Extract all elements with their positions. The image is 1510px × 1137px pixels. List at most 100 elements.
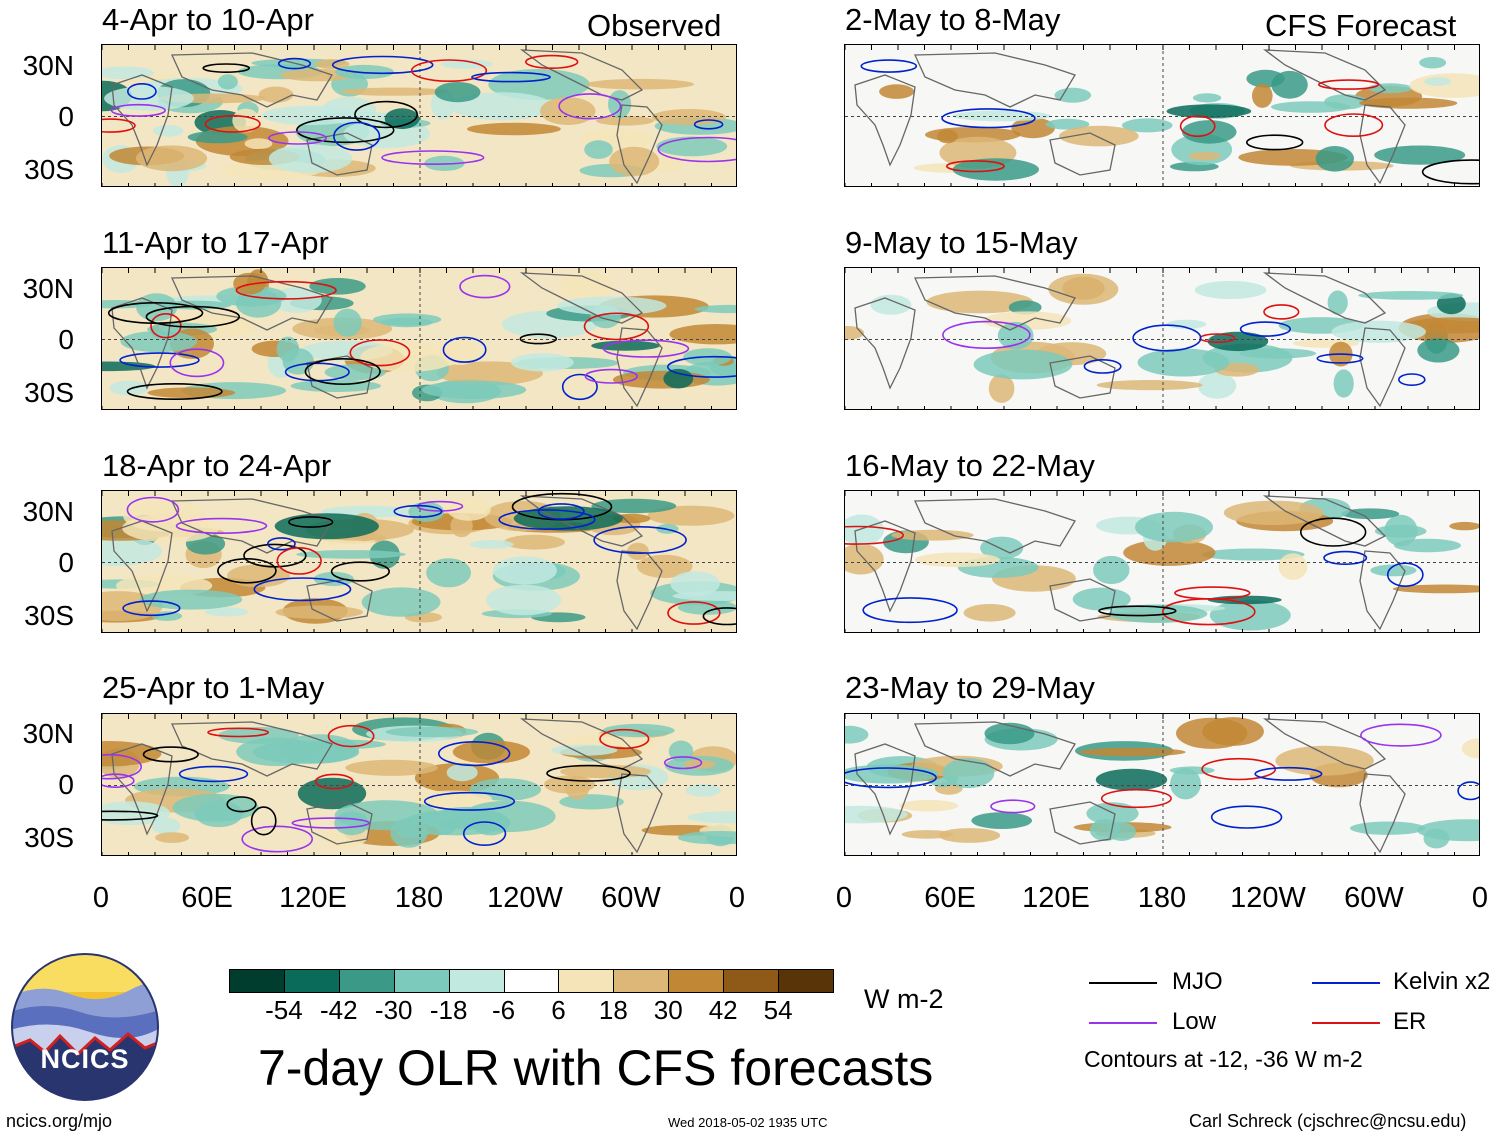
olr-map [844,267,1480,410]
olr-map [844,713,1480,856]
lat-label: 0 [4,326,74,354]
contour-note: Contours at -12, -36 W m-2 [1084,1048,1363,1071]
olr-anomaly-patch [1275,746,1373,776]
olr-anomaly-patch [123,500,206,531]
lon-label: 0 [677,884,797,913]
olr-anomaly-patch [1189,152,1221,161]
olr-anomaly-patch [195,801,243,828]
colorbar-box [504,969,560,993]
olr-anomaly-patch [1210,600,1291,630]
olr-anomaly-patch [1193,93,1221,102]
olr-map [101,713,737,856]
legend-swatch-er [1312,1022,1380,1024]
olr-anomaly-patch [408,502,444,522]
olr-anomaly-patch [1195,281,1267,299]
map-canvas [845,491,1480,633]
olr-anomaly-patch [1419,57,1446,68]
olr-anomaly-patch [656,137,727,157]
olr-anomaly-patch [136,145,207,171]
olr-anomaly-patch [937,129,958,143]
olr-anomaly-patch [155,832,189,843]
lon-label: 120E [253,884,373,913]
olr-anomaly-patch [386,727,479,737]
olr-anomaly-patch [1350,822,1425,835]
olr-anomaly-patch [584,140,613,159]
lon-label: 0 [784,884,904,913]
olr-anomaly-patch [1135,512,1213,543]
lat-label: 30N [4,720,74,748]
olr-anomaly-patch [1424,77,1451,86]
lon-label: 60E [147,884,267,913]
olr-anomaly-patch [236,738,317,767]
olr-anomaly-patch [1368,83,1412,93]
colorbar-box [339,969,395,993]
colorbar-box [449,969,505,993]
map-canvas [102,45,737,187]
olr-anomaly-patch [559,794,624,809]
olr-anomaly-patch [245,138,273,149]
olr-anomaly-patch [652,109,726,125]
map-canvas [845,714,1480,856]
legend-label-kelvin: Kelvin x2 [1393,970,1490,994]
olr-anomaly-patch [1167,104,1252,118]
olr-anomaly-patch [613,371,710,389]
panel-title: 16-May to 22-May [845,450,1095,481]
lat-label: 0 [4,103,74,131]
olr-anomaly-patch [971,812,1032,829]
olr-anomaly-patch [467,123,561,135]
panel-title: 11-Apr to 17-Apr [102,227,329,258]
colorbar-tick: -42 [309,997,369,1023]
colorbar-tick: 30 [638,997,698,1023]
colorbar-box [394,969,450,993]
colorbar-tick: 6 [528,997,588,1023]
olr-anomaly-patch [218,74,238,89]
olr-anomaly-patch [915,553,1000,568]
panel-title: 9-May to 15-May [845,227,1078,258]
olr-anomaly-patch [974,350,1073,380]
footer-url: ncics.org/mjo [6,1112,112,1130]
olr-map [101,490,737,633]
olr-anomaly-patch [1123,540,1215,566]
olr-anomaly-patch [1198,373,1236,399]
olr-anomaly-patch [953,111,1051,122]
olr-anomaly-patch [1182,120,1237,144]
footer-timestamp: Wed 2018-05-02 1935 UTC [668,1116,827,1129]
olr-anomaly-patch [1138,349,1230,377]
olr-anomaly-patch [684,760,716,769]
footer-credit: Carl Schreck (cjschrec@ncsu.edu) [1189,1112,1466,1130]
olr-anomaly-patch [334,309,362,337]
lat-label: 0 [4,771,74,799]
olr-anomaly-patch [153,125,184,137]
olr-anomaly-patch [381,318,433,328]
olr-anomaly-patch [188,131,248,143]
olr-anomaly-patch [511,353,574,371]
olr-anomaly-patch [309,278,365,295]
colorbar-tick: -30 [364,997,424,1023]
lat-label: 0 [4,549,74,577]
lat-label: 30S [4,602,74,630]
olr-anomaly-patch [140,590,243,610]
olr-map [844,490,1480,633]
olr-anomaly-patch [1449,522,1480,530]
lat-label: 30N [4,498,74,526]
legend-swatch-mjo [1089,982,1157,984]
map-canvas [102,268,737,410]
colorbar-box [778,969,834,993]
panel-title: 2-May to 8-May [845,4,1060,35]
panel-title: 18-Apr to 24-Apr [102,450,331,481]
lon-label: 120W [465,884,585,913]
olr-anomaly-patch [1271,71,1307,99]
colorbar-box [668,969,724,993]
lon-label: 120W [1208,884,1328,913]
olr-anomaly-patch [345,760,437,776]
olr-anomaly-patch [1375,525,1427,538]
lon-label: 0 [1420,884,1510,913]
olr-anomaly-patch [1334,369,1354,397]
olr-anomaly-patch [870,295,911,315]
olr-anomaly-patch [1048,274,1118,305]
legend-label-mjo: MJO [1172,970,1223,994]
olr-anomaly-patch [964,604,1016,622]
legend-label-low: Low [1172,1010,1216,1034]
colorbar-tick: -54 [254,997,314,1023]
olr-anomaly-patch [259,87,294,103]
